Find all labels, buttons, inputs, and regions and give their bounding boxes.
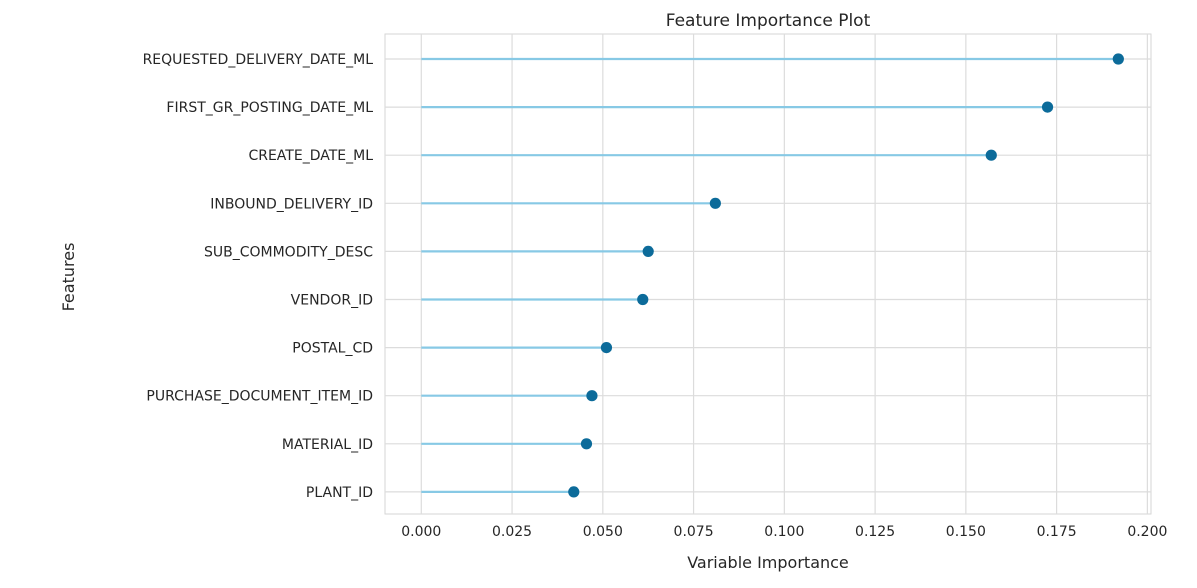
lollipop-marker (580, 438, 593, 450)
series-layer (421, 53, 1124, 498)
x-tick-label: 0.000 (401, 524, 441, 540)
lollipop-marker (1041, 101, 1054, 113)
plot-area (384, 33, 1152, 515)
y-tick-label: INBOUND_DELIVERY_ID (210, 196, 373, 212)
lollipop-marker (586, 390, 598, 402)
y-tick-label: VENDOR_ID (291, 293, 373, 309)
chart-title: Feature Importance Plot (666, 11, 871, 31)
lollipop-marker (709, 197, 721, 209)
x-tick-label: 0.175 (1037, 524, 1077, 540)
x-tick-label: 0.050 (583, 524, 623, 540)
y-tick-label: SUB_COMMODITY_DESC (204, 244, 373, 260)
x-tick-label: 0.025 (492, 524, 532, 540)
x-axis-title: Variable Importance (687, 553, 849, 572)
x-tick-label: 0.075 (674, 524, 714, 540)
y-axis-title: Features (59, 243, 78, 312)
lollipop-marker (637, 293, 649, 306)
x-tick-labels: 0.000 0.025 0.050 0.075 0.100 0.125 0.150 0.175… (401, 524, 1167, 540)
x-tick-label: 0.125 (855, 524, 895, 540)
lollipop-marker (568, 486, 580, 498)
y-tick-label: MATERIAL_ID (282, 437, 373, 453)
lollipop-marker (985, 149, 997, 161)
y-tick-label: POSTAL_CD (292, 341, 373, 357)
lollipop-marker (600, 342, 613, 354)
y-tick-label: PLANT_ID (306, 485, 373, 501)
x-tick-label: 0.100 (764, 524, 804, 540)
y-tick-labels: REQUESTED_DELIVERY_DATE_ML FIRST_GR_POSTI… (143, 52, 374, 501)
y-tick-label: PURCHASE_DOCUMENT_ITEM_ID (146, 389, 373, 405)
y-tick-label: REQUESTED_DELIVERY_DATE_ML (143, 52, 374, 68)
y-tick-label: CREATE_DATE_ML (248, 148, 373, 164)
lollipop-marker (642, 245, 654, 257)
y-tick-label: FIRST_GR_POSTING_DATE_ML (166, 100, 373, 116)
x-tick-label: 0.200 (1127, 524, 1167, 540)
x-tick-label: 0.150 (946, 524, 986, 540)
lollipop-marker (1112, 53, 1124, 65)
